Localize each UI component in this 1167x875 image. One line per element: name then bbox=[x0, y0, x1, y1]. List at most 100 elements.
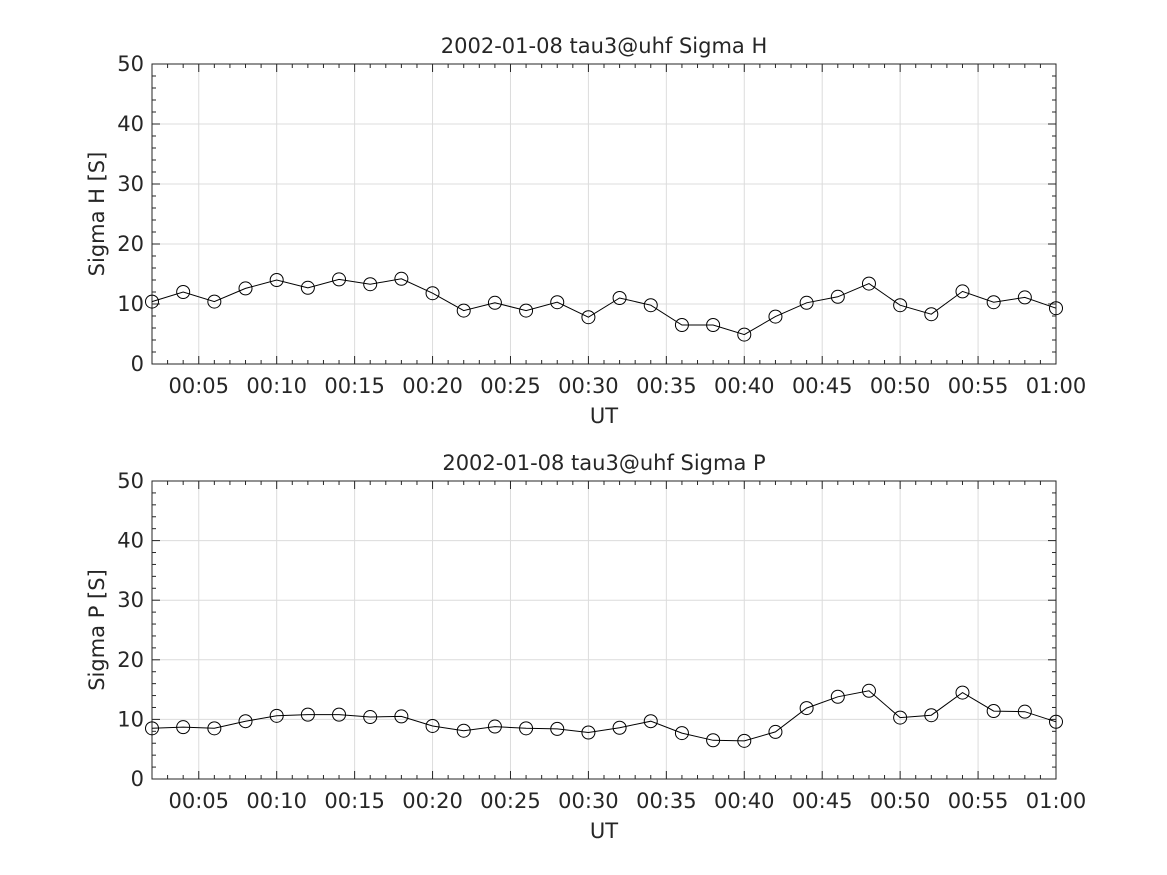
y-tick-labels: 0 10 20 30 40 50 bbox=[117, 52, 144, 376]
data-point bbox=[737, 327, 752, 342]
data-point bbox=[456, 303, 471, 318]
data-point bbox=[207, 721, 222, 736]
data-point bbox=[1017, 704, 1032, 719]
data-points bbox=[145, 271, 1063, 342]
data-point bbox=[487, 295, 502, 310]
data-point bbox=[456, 723, 471, 738]
x-tick-label: 00:15 bbox=[324, 789, 385, 813]
data-point bbox=[238, 281, 253, 296]
data-point bbox=[643, 714, 658, 729]
data-point bbox=[300, 707, 315, 722]
y-tick-label: 30 bbox=[117, 172, 144, 196]
x-tick-label: 00:30 bbox=[558, 789, 619, 813]
data-point bbox=[612, 291, 627, 305]
x-tick-label: 00:45 bbox=[792, 374, 853, 398]
x-tick-label: 00:55 bbox=[948, 789, 1009, 813]
data-point bbox=[830, 689, 845, 704]
data-point bbox=[955, 685, 970, 700]
x-tick-label: 00:35 bbox=[636, 374, 697, 398]
data-point bbox=[1017, 290, 1032, 305]
major-ticks bbox=[152, 63, 1057, 365]
data-point bbox=[269, 708, 284, 723]
data-point bbox=[768, 724, 783, 739]
data-point bbox=[924, 307, 939, 322]
x-tick-label: 00:25 bbox=[480, 789, 541, 813]
y-tick-labels: 0 10 20 30 40 50 bbox=[117, 469, 144, 791]
x-tick-label: 00:15 bbox=[324, 374, 385, 398]
data-points bbox=[145, 683, 1063, 748]
data-point bbox=[799, 295, 814, 310]
data-point bbox=[269, 273, 284, 287]
data-point bbox=[238, 714, 253, 729]
x-tick-label: 00:20 bbox=[402, 789, 463, 813]
x-tick-label: 00:40 bbox=[714, 374, 775, 398]
y-tick-label: 50 bbox=[117, 469, 144, 493]
x-axis-label: UT bbox=[590, 404, 618, 428]
data-point bbox=[581, 725, 596, 740]
data-point bbox=[706, 733, 721, 748]
y-axis-label: Sigma H [S] bbox=[85, 152, 109, 277]
y-tick-label: 40 bbox=[117, 529, 144, 553]
data-point bbox=[861, 683, 876, 698]
data-point bbox=[893, 710, 908, 725]
data-point bbox=[519, 721, 534, 736]
data-point bbox=[955, 284, 970, 299]
y-tick-label: 50 bbox=[117, 52, 144, 76]
y-tick-label: 0 bbox=[131, 352, 144, 376]
x-tick-labels: 00:05 00:10 00:15 00:20 00:25 00:30 00:35 00:40… bbox=[168, 789, 1086, 813]
data-point bbox=[145, 721, 159, 736]
data-point bbox=[799, 701, 814, 716]
x-tick-label: 00:30 bbox=[558, 374, 619, 398]
y-tick-label: 30 bbox=[117, 588, 144, 612]
y-tick-label: 10 bbox=[117, 707, 144, 731]
data-point bbox=[363, 710, 378, 725]
y-tick-label: 40 bbox=[117, 112, 144, 136]
data-point bbox=[332, 707, 347, 722]
x-tick-label: 00:45 bbox=[792, 789, 853, 813]
data-point bbox=[893, 298, 908, 313]
data-point bbox=[519, 303, 534, 318]
x-tick-label: 01:00 bbox=[1026, 374, 1087, 398]
series-line bbox=[151, 278, 1057, 336]
data-point bbox=[861, 276, 876, 291]
data-point bbox=[830, 289, 845, 304]
x-tick-label: 00:20 bbox=[402, 374, 463, 398]
data-point bbox=[332, 272, 347, 287]
minor-ticks bbox=[151, 481, 1056, 779]
x-tick-label: 00:55 bbox=[948, 374, 1009, 398]
data-point bbox=[176, 720, 191, 735]
x-tick-labels: 00:05 00:10 00:15 00:20 00:25 00:30 00:35 00:40… bbox=[168, 374, 1086, 398]
gridlines bbox=[152, 64, 1056, 364]
data-point bbox=[674, 726, 689, 741]
minor-ticks bbox=[151, 64, 1056, 364]
chart-panel-2: 00:05 00:10 00:15 00:20 00:25 00:30 00:35 00:40… bbox=[85, 451, 1086, 843]
y-tick-label: 10 bbox=[117, 292, 144, 316]
axes-frame bbox=[151, 480, 1057, 780]
data-point bbox=[924, 708, 939, 723]
data-point bbox=[737, 733, 752, 748]
y-tick-label: 0 bbox=[131, 767, 144, 791]
data-point bbox=[550, 295, 565, 310]
data-point bbox=[425, 286, 440, 301]
data-point bbox=[394, 709, 409, 724]
x-tick-label: 00:25 bbox=[480, 374, 541, 398]
data-point bbox=[207, 294, 222, 309]
data-point bbox=[550, 721, 565, 736]
data-point bbox=[145, 294, 159, 309]
y-tick-label: 20 bbox=[117, 232, 144, 256]
chart-title: 2002-01-08 tau3@uhf Sigma H bbox=[441, 34, 767, 58]
data-point bbox=[425, 718, 440, 733]
y-axis-label: Sigma P [S] bbox=[85, 569, 109, 691]
plot-area bbox=[152, 64, 1056, 364]
data-point bbox=[643, 298, 658, 313]
x-tick-label: 00:10 bbox=[246, 789, 307, 813]
plot-area bbox=[152, 481, 1056, 779]
data-point bbox=[612, 720, 627, 735]
x-tick-label: 00:05 bbox=[168, 789, 229, 813]
data-point bbox=[1049, 301, 1063, 316]
chart-panel-1: 00:05 00:10 00:15 00:20 00:25 00:30 00:35 00:40… bbox=[85, 34, 1086, 428]
data-point bbox=[581, 310, 596, 325]
data-point bbox=[674, 318, 689, 332]
data-point bbox=[768, 309, 783, 324]
x-axis-label: UT bbox=[590, 819, 618, 843]
